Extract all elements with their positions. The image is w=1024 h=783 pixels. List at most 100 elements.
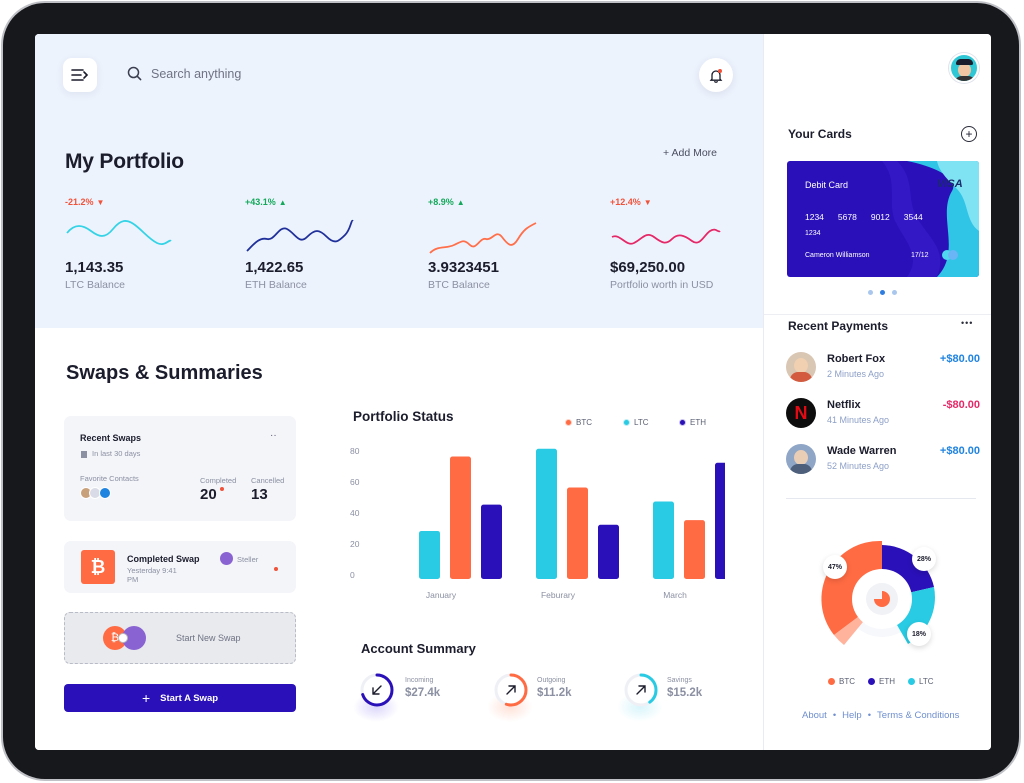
bar-eth-january[interactable] [481,504,502,579]
footer-links: About • Help • Terms & Conditions [802,710,959,721]
sparkline [429,222,537,254]
payment-item[interactable]: N Netflix 41 Minutes Ago -$80.00 [786,396,980,432]
recent-swaps-card[interactable]: Recent Swaps ·· In last 30 days Favorite… [64,416,296,521]
legend-item-eth: ETH [679,418,706,427]
bar-btc-march[interactable] [684,520,705,579]
legend-label: BTC [576,418,592,427]
separator: • [832,710,837,721]
sparkline [246,219,354,252]
favorite-contacts [80,487,111,499]
bar-btc-feburary[interactable] [567,487,588,579]
arrow-glyph [506,685,516,695]
donut-legend: BTC ETH LTC [828,677,934,686]
terms-link[interactable]: Terms & Conditions [877,710,960,721]
portfolio-band [35,34,763,328]
debit-card[interactable]: Debit Card VISA 1234 5678 9012 3544 1234… [787,161,979,277]
y-tick-label: 40 [350,508,360,518]
avatar [786,352,816,382]
cards-title: Your Cards [788,127,852,141]
payment-item[interactable]: Robert Fox 2 Minutes Ago +$80.00 [786,350,980,386]
bitcoin-icon: ₿ [81,550,115,584]
pct-badge-ltc: 18% [907,622,931,646]
help-link[interactable]: Help [842,710,862,721]
notification-button[interactable] [699,58,733,92]
swap-icon [118,633,128,643]
bar-eth-march[interactable] [715,462,725,579]
legend-label: BTC [839,677,855,686]
legend-dot [828,678,835,685]
summary-label: Outgoing [537,677,566,684]
plus-icon: + [141,690,151,706]
netflix-icon: N [786,398,816,428]
y-tick-label: 80 [350,446,360,456]
account-summary-title: Account Summary [361,641,476,656]
summary-savings[interactable]: Savings $15.2k [617,670,741,722]
payment-name: Netflix [827,399,861,411]
legend-item-ltc: LTC [908,677,934,686]
y-tick-label: 0 [350,570,355,580]
bar-ltc-january[interactable] [419,530,440,579]
pct-badge-eth: 28% [912,547,936,571]
change-value: +12.4% [610,197,641,207]
summary-incoming[interactable]: Incoming $27.4k [353,670,477,722]
arrow-down-left-icon [360,673,394,707]
add-card-button[interactable]: + [961,126,977,142]
card-title: Recent Swaps [80,433,142,443]
menu-button[interactable] [63,58,97,92]
bar-eth-feburary[interactable] [598,524,619,579]
right-sidebar: Your Cards + Debit Card VISA 1234 5678 9… [763,34,991,750]
arrow-down-icon: ▼ [96,197,105,207]
legend-dot [868,678,875,685]
stat-change: -21.2% ▼ [65,197,215,207]
menu-icon [71,69,89,81]
stat-value: 3.9323451 [428,259,499,276]
card-number: 1234 5678 9012 3544 [805,212,923,222]
start-new-swap-dropzone[interactable]: ₿ Start New Swap [64,612,296,664]
arrow-up-right-icon [494,673,528,707]
more-icon[interactable]: ·· [270,430,277,441]
payment-time: 41 Minutes Ago [827,415,890,425]
ring-progress [624,673,658,707]
card-type: Debit Card [805,180,849,190]
search-icon [127,66,142,81]
bar-btc-january[interactable] [450,456,471,579]
period-label: In last 30 days [92,449,141,458]
profile-avatar[interactable] [949,53,979,83]
payment-time: 2 Minutes Ago [827,369,885,379]
payment-item[interactable]: Wade Warren 52 Minutes Ago +$80.00 [786,442,980,478]
change-value: -21.2% [65,197,94,207]
completed-swap-time: Yesterday 9:41 PM [127,566,177,584]
pager-dot-active[interactable] [880,290,885,295]
section-title: Swaps & Summaries [66,362,263,384]
payments-title: Recent Payments [788,319,889,333]
bar-ltc-march[interactable] [653,501,674,580]
payment-time: 52 Minutes Ago [827,461,890,471]
add-more-button[interactable]: + Add More [663,147,717,159]
x-tick-label: Feburary [541,590,576,600]
pager-dot[interactable] [892,290,897,295]
x-tick-label: January [426,590,457,600]
search-input[interactable]: Search anything [151,66,242,81]
more-icon[interactable]: ••• [961,318,974,328]
pager-dot[interactable] [868,290,873,295]
legend-dot [908,678,915,685]
legend-item-btc: BTC [828,677,855,686]
avatar[interactable] [99,487,111,499]
start-swap-button[interactable]: + Start A Swap [64,684,296,712]
search-bar[interactable]: Search anything [127,66,241,81]
stat-portfolio-usd: +12.4% ▼ $69,250.00 Portfolio worth in US… [610,197,760,291]
summary-outgoing[interactable]: Outgoing $11.2k [487,670,611,722]
legend-dot [679,419,686,426]
separator: • [867,710,872,721]
status-dot [274,567,278,571]
completed-swap-card[interactable]: ₿ Completed Swap Yesterday 9:41 PM Stell… [64,541,296,593]
bar-ltc-feburary[interactable] [536,448,557,579]
about-link[interactable]: About [802,710,827,721]
stat-label: Portfolio worth in USD [610,279,714,291]
card-number-group: 9012 [870,212,890,222]
completed-swap-title: Completed Swap [127,554,200,564]
card-pager[interactable] [868,290,897,295]
y-tick-label: 20 [350,539,360,549]
arrow-up-icon: ▲ [278,197,287,207]
card-number-group: 5678 [837,212,857,222]
